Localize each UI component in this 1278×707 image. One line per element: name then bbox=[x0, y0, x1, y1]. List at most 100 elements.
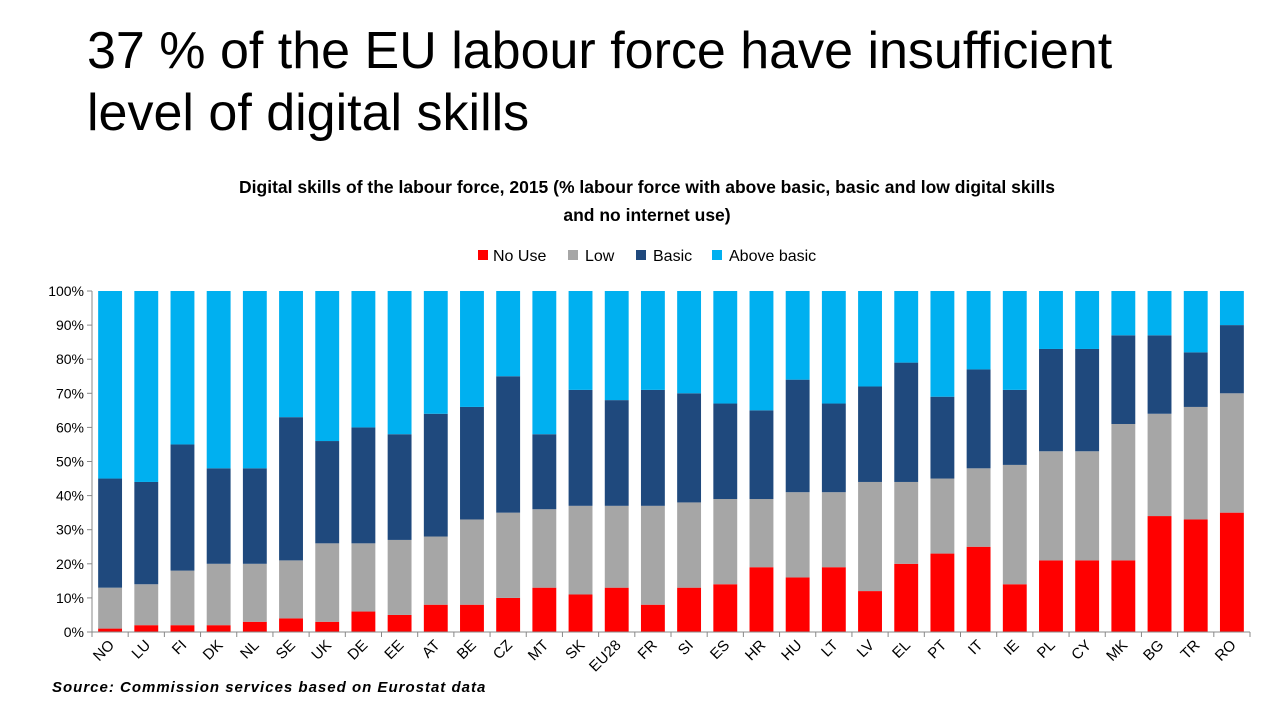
bar-hr-low bbox=[749, 499, 774, 568]
x-category-label: MK bbox=[1103, 637, 1131, 665]
bar-lv-basic bbox=[858, 386, 882, 482]
bar-it-above-basic bbox=[966, 291, 991, 370]
x-category-label: IT bbox=[965, 637, 986, 658]
bar-no-no-use bbox=[98, 628, 123, 632]
bar-pl-no-use bbox=[1039, 560, 1063, 632]
x-category-label: TR bbox=[1177, 637, 1203, 663]
bar-mk-low bbox=[1111, 423, 1136, 561]
bar-uk-no-use bbox=[315, 621, 340, 632]
bar-lu-basic bbox=[134, 481, 159, 585]
x-category-label: BG bbox=[1140, 637, 1167, 664]
bar-si-low bbox=[677, 502, 702, 588]
bar-it-basic bbox=[966, 369, 991, 469]
bar-at-no-use bbox=[423, 604, 448, 632]
bar-bg-no-use bbox=[1147, 516, 1172, 632]
bar-lt-above-basic bbox=[821, 291, 846, 404]
bar-hr-no-use bbox=[749, 567, 774, 632]
chart-title-line-1: Digital skills of the labour force, 2015… bbox=[239, 177, 1055, 197]
bar-cy-above-basic bbox=[1075, 291, 1100, 349]
bar-fr-low bbox=[640, 505, 665, 605]
bar-sk-low bbox=[568, 505, 593, 595]
y-tick-label: 40% bbox=[56, 488, 84, 504]
bar-bg-low bbox=[1147, 413, 1172, 517]
x-category-label: NO bbox=[90, 637, 118, 665]
bar-it-low bbox=[966, 468, 991, 547]
bar-uk-basic bbox=[315, 441, 340, 544]
bar-ee-low bbox=[387, 539, 412, 615]
bar-cz-basic bbox=[496, 376, 521, 513]
bar-eu28-no-use bbox=[604, 587, 629, 632]
bar-nl-above-basic bbox=[242, 291, 267, 469]
bar-fi-basic bbox=[170, 444, 195, 571]
y-tick-label: 100% bbox=[48, 283, 84, 299]
bar-nl-no-use bbox=[242, 621, 267, 632]
bar-cy-low bbox=[1075, 451, 1100, 561]
bar-si-basic bbox=[677, 393, 702, 503]
x-category-label: HU bbox=[778, 637, 805, 664]
bar-at-above-basic bbox=[423, 291, 448, 414]
bar-hu-basic bbox=[785, 379, 810, 493]
x-category-label: LV bbox=[854, 637, 878, 661]
x-category-label: RO bbox=[1212, 637, 1240, 665]
x-category-label: PL bbox=[1034, 637, 1059, 662]
bar-mt-low bbox=[532, 509, 557, 588]
legend-swatch-low bbox=[568, 250, 578, 260]
bar-ee-basic bbox=[387, 434, 412, 540]
bar-no-basic bbox=[98, 478, 123, 588]
bar-sk-basic bbox=[568, 389, 593, 506]
bar-mk-basic bbox=[1111, 335, 1136, 424]
y-tick-label: 50% bbox=[56, 454, 84, 470]
bar-tr-no-use bbox=[1183, 519, 1208, 632]
bar-pl-low bbox=[1039, 451, 1063, 561]
y-tick-label: 70% bbox=[56, 385, 84, 401]
slide-title-line-1: 37 % of the EU labour force have insuffi… bbox=[87, 22, 1113, 80]
y-tick-label: 80% bbox=[56, 351, 84, 367]
legend-swatch-above-basic bbox=[712, 250, 722, 260]
bar-ro-no-use bbox=[1219, 512, 1244, 632]
bar-mk-above-basic bbox=[1111, 291, 1136, 336]
bar-se-above-basic bbox=[279, 291, 303, 418]
bar-es-basic bbox=[713, 403, 738, 500]
bar-si-no-use bbox=[677, 587, 702, 632]
bar-el-basic bbox=[894, 362, 919, 482]
x-category-label: EU28 bbox=[586, 637, 625, 676]
bar-sk-no-use bbox=[568, 594, 593, 632]
y-tick-label: 10% bbox=[56, 590, 84, 606]
bar-pl-above-basic bbox=[1039, 291, 1063, 349]
chart-title-line-2: and no internet use) bbox=[563, 205, 730, 225]
bar-de-basic bbox=[351, 427, 376, 544]
bar-lv-low bbox=[858, 481, 882, 592]
bar-ro-basic bbox=[1219, 325, 1244, 394]
chart-bars bbox=[98, 291, 1244, 632]
x-category-label: SK bbox=[562, 637, 588, 663]
bar-dk-no-use bbox=[206, 625, 231, 632]
x-category-label: MT bbox=[525, 637, 552, 664]
bar-be-basic bbox=[460, 406, 484, 520]
x-category-label: ES bbox=[707, 637, 733, 663]
x-category-label: CY bbox=[1068, 637, 1095, 664]
y-tick-label: 90% bbox=[56, 317, 84, 333]
bar-fr-no-use bbox=[640, 604, 665, 632]
slide-title: 37 % of the EU labour force have insuffi… bbox=[87, 20, 1247, 144]
x-category-label: HR bbox=[742, 637, 769, 664]
bar-cz-above-basic bbox=[496, 291, 521, 377]
bar-es-above-basic bbox=[713, 291, 738, 404]
bar-ro-above-basic bbox=[1219, 291, 1244, 326]
legend-swatch-basic bbox=[636, 250, 646, 260]
bar-hu-no-use bbox=[785, 577, 810, 632]
bar-fi-above-basic bbox=[170, 291, 195, 445]
bar-dk-above-basic bbox=[206, 291, 231, 469]
x-category-label: NL bbox=[237, 637, 263, 663]
bar-cz-low bbox=[496, 512, 521, 598]
bar-lu-no-use bbox=[134, 625, 159, 632]
legend-label-above-basic: Above basic bbox=[729, 248, 816, 265]
source-note: Source: Commission services based on Eur… bbox=[52, 679, 487, 696]
bar-hr-basic bbox=[749, 410, 774, 500]
bar-dk-low bbox=[206, 563, 231, 626]
bar-de-no-use bbox=[351, 611, 376, 632]
x-category-label: FR bbox=[635, 637, 661, 663]
bar-no-above-basic bbox=[98, 291, 123, 479]
bar-pt-low bbox=[930, 478, 955, 554]
bar-cz-no-use bbox=[496, 597, 521, 632]
